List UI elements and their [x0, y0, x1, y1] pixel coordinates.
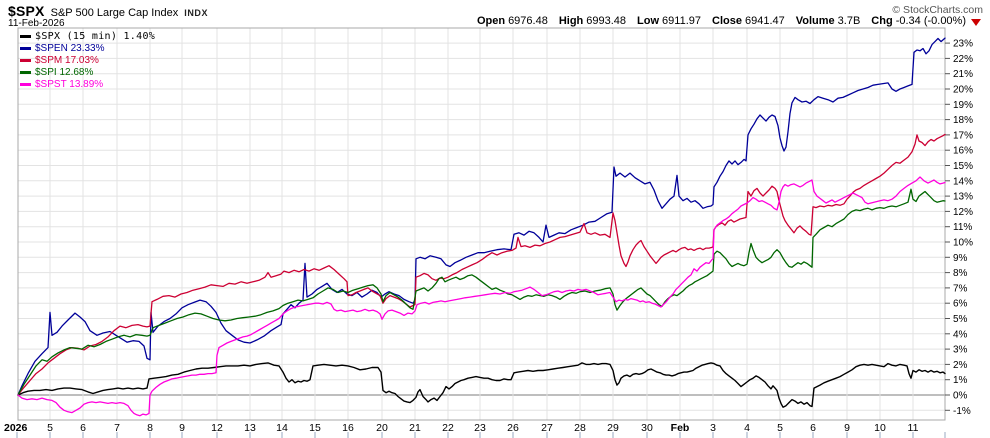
y-axis-label: 5%: [953, 314, 968, 325]
y-axis-label: 21%: [953, 69, 973, 80]
x-axis-label: 26: [507, 422, 519, 434]
quote-low: Low 6911.97: [637, 15, 701, 27]
y-axis-label: 14%: [953, 176, 973, 187]
quote-open: Open 6976.48: [476, 15, 548, 27]
x-axis-label: 4: [744, 422, 750, 434]
series-line-spst: [17, 176, 946, 417]
y-axis-label: 8%: [953, 268, 968, 279]
series-line-spx: [17, 362, 946, 408]
y-axis-label: 3%: [953, 345, 968, 356]
chg-down-triangle-icon: [971, 19, 981, 26]
y-axis-label: 1%: [953, 375, 968, 386]
y-axis-label: -1%: [953, 406, 971, 417]
x-axis-label: 27: [541, 422, 553, 434]
x-axis-label: Feb: [671, 422, 690, 434]
x-axis-label: 10: [874, 422, 886, 434]
y-axis-label: 23%: [953, 39, 973, 50]
y-axis-label: 13%: [953, 192, 973, 203]
y-axis-label: 9%: [953, 253, 968, 264]
y-axis-label: 0%: [953, 391, 968, 402]
y-axis-label: 19%: [953, 100, 973, 111]
copyright: © StockCharts.com: [892, 4, 983, 16]
x-axis-label: 23: [474, 422, 486, 434]
series-line-spen: [17, 37, 946, 396]
quote-chg: Chg -0.34 (-0.00%): [871, 15, 966, 27]
x-axis-label: 5: [777, 422, 783, 434]
quote-row: Open 6976.48 High 6993.48 Low 6911.97 Close 694…: [477, 15, 966, 27]
x-axis-label: 15: [309, 422, 321, 434]
x-axis-label: 6: [810, 422, 816, 434]
symbol: $SPX: [8, 3, 45, 19]
x-axis-label: 11: [908, 422, 919, 434]
quote-volume: Volume 3.7B: [795, 15, 861, 27]
x-axis-label: 7: [114, 422, 120, 434]
x-axis-label: 5: [47, 422, 53, 434]
y-axis-label: 6%: [953, 299, 968, 310]
index-name: S&P 500 Large Cap Index: [50, 7, 179, 19]
y-axis-label: 4%: [953, 329, 968, 340]
x-axis-label: 28: [574, 422, 586, 434]
y-axis-label: 18%: [953, 115, 973, 126]
x-axis-label: 3: [710, 422, 716, 434]
x-axis-label: 12: [211, 422, 223, 434]
series-line-spm: [17, 133, 946, 396]
y-axis-label: 10%: [953, 238, 973, 249]
x-axis-label: 6: [80, 422, 86, 434]
y-axis-label: 22%: [953, 54, 973, 65]
x-axis-label: 22: [442, 422, 454, 434]
quote-close: Close 6941.47: [712, 15, 785, 27]
chart-date: 11-Feb-2026: [8, 18, 65, 29]
x-axis-label: 16: [342, 422, 354, 434]
series-line-spi: [17, 188, 946, 396]
y-axis-label: 7%: [953, 283, 968, 294]
x-axis-label: 29: [607, 422, 619, 434]
quote-high: High 6993.48: [558, 15, 627, 27]
y-axis-label: 17%: [953, 130, 973, 141]
plot-area: [18, 28, 945, 420]
x-axis-label: 30: [641, 422, 653, 434]
x-axis-label: 21: [409, 422, 421, 434]
x-axis-label: 9: [179, 422, 185, 434]
x-axis-label: 8: [147, 422, 153, 434]
y-axis-label: 12%: [953, 207, 973, 218]
plot-frame: [17, 27, 946, 421]
x-axis-label: 14: [276, 422, 288, 434]
x-axis-label: 20: [376, 422, 388, 434]
x-axis-label: 13: [244, 422, 256, 434]
y-axis-label: 20%: [953, 85, 973, 96]
x-axis-label: 9: [844, 422, 850, 434]
y-axis-label: 11%: [953, 222, 972, 233]
y-axis-label: 15%: [953, 161, 973, 172]
title-bar: $SPX S&P 500 Large Cap Index INDX: [8, 3, 208, 19]
exchange-tag: INDX: [184, 8, 209, 18]
x-axis-label: 2026: [4, 422, 28, 434]
y-axis-label: 16%: [953, 146, 973, 157]
y-axis-label: 2%: [953, 360, 968, 371]
